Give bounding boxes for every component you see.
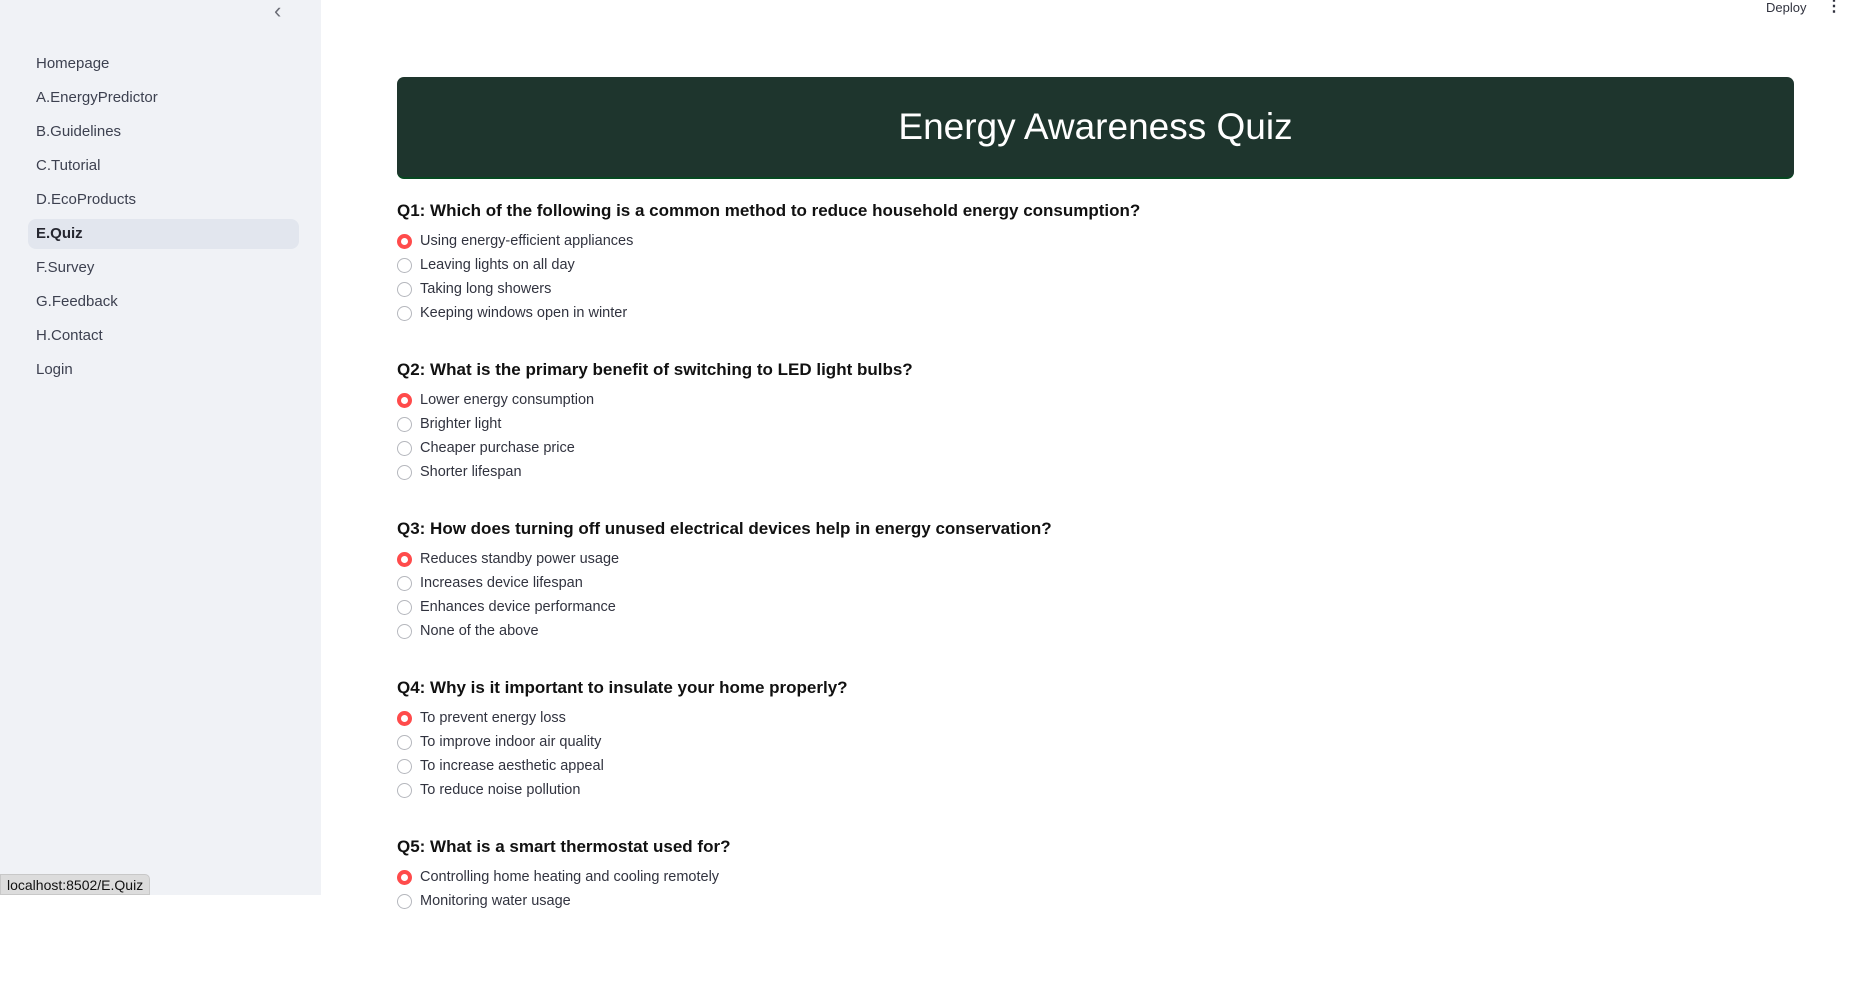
option-label: Cheaper purchase price <box>420 440 575 456</box>
option-label: Using energy-efficient appliances <box>420 233 634 249</box>
radio-option[interactable]: Cheaper purchase price <box>397 436 1794 460</box>
radio-unchecked-icon[interactable] <box>397 416 412 432</box>
radio-option[interactable]: Lower energy consumption <box>397 388 1794 412</box>
question-4: Q4: Why is it important to insulate your… <box>397 676 1794 835</box>
sidebar: ‹ Homepage A.EnergyPredictor B.Guidelines C… <box>0 0 321 895</box>
option-label: To reduce noise pollution <box>420 782 581 798</box>
sidebar-item-homepage[interactable]: Homepage <box>36 55 110 72</box>
quiz-header-banner: Energy Awareness Quiz <box>397 77 1794 179</box>
radio-checked-icon[interactable] <box>397 869 412 885</box>
radio-unchecked-icon[interactable] <box>397 257 412 273</box>
question-2: Q2: What is the primary benefit of switc… <box>397 358 1794 517</box>
sidebar-nav: Homepage A.EnergyPredictor B.Guidelines C.T… <box>28 49 299 389</box>
radio-option[interactable]: Reduces standby power usage <box>397 547 1794 571</box>
question-text: Q3: How does turning off unused electric… <box>397 519 1052 538</box>
sidebar-item-login[interactable]: Login <box>36 361 73 378</box>
option-label: Shorter lifespan <box>420 464 522 480</box>
option-label: Monitoring water usage <box>420 893 571 909</box>
option-label: None of the above <box>420 623 539 639</box>
quiz-questions: Q1: Which of the following is a common m… <box>397 199 1794 994</box>
radio-unchecked-icon[interactable] <box>397 734 412 750</box>
option-label: Taking long showers <box>420 281 552 297</box>
page-title: Energy Awareness Quiz <box>898 106 1293 147</box>
radio-checked-icon[interactable] <box>397 551 412 567</box>
sidebar-item-g-feedback[interactable]: G.Feedback <box>36 293 118 310</box>
option-label: Brighter light <box>420 416 502 432</box>
sidebar-item-d-ecoproducts[interactable]: D.EcoProducts <box>36 191 137 208</box>
radio-option[interactable]: To improve indoor air quality <box>397 730 1794 754</box>
radio-unchecked-icon[interactable] <box>397 782 412 798</box>
radio-unchecked-icon[interactable] <box>397 599 412 615</box>
radio-checked-icon[interactable] <box>397 392 412 408</box>
question-5: Q5: What is a smart thermostat used for?… <box>397 835 1794 994</box>
radio-option[interactable]: Controlling home heating and cooling rem… <box>397 865 1794 889</box>
sidebar-item-e-quiz[interactable]: E.Quiz <box>28 219 299 249</box>
status-bar-url: localhost:8502/E.Quiz <box>0 874 151 895</box>
radio-unchecked-icon[interactable] <box>397 464 412 480</box>
radio-option[interactable]: Increases device lifespan <box>397 571 1794 595</box>
option-label: Keeping windows open in winter <box>420 305 628 321</box>
radio-unchecked-icon[interactable] <box>397 281 412 297</box>
radio-option[interactable]: Using energy-efficient appliances <box>397 229 1794 253</box>
radio-unchecked-icon[interactable] <box>397 758 412 774</box>
radio-option[interactable]: Enhances device performance <box>397 595 1794 619</box>
deploy-button[interactable]: Deploy <box>1766 0 1807 15</box>
radio-option[interactable]: Keeping windows open in winter <box>397 301 1794 325</box>
radio-unchecked-icon[interactable] <box>397 623 412 639</box>
radio-checked-icon[interactable] <box>397 233 412 249</box>
radio-unchecked-icon[interactable] <box>397 575 412 591</box>
radio-unchecked-icon[interactable] <box>397 440 412 456</box>
radio-option[interactable]: To prevent energy loss <box>397 706 1794 730</box>
chevron-left-icon[interactable]: ‹ <box>274 0 282 23</box>
sidebar-item-f-survey[interactable]: F.Survey <box>36 259 95 276</box>
question-text: Q1: Which of the following is a common m… <box>397 201 1141 220</box>
option-label: To prevent energy loss <box>420 710 566 726</box>
sidebar-item-c-tutorial[interactable]: C.Tutorial <box>36 157 101 174</box>
option-label: Increases device lifespan <box>420 575 583 591</box>
sidebar-item-b-guidelines[interactable]: B.Guidelines <box>36 123 122 140</box>
radio-option[interactable]: Monitoring water usage <box>397 889 1794 913</box>
question-1: Q1: Which of the following is a common m… <box>397 199 1794 358</box>
question-text: Q4: Why is it important to insulate your… <box>397 678 848 697</box>
radio-option[interactable]: Taking long showers <box>397 277 1794 301</box>
radio-option[interactable]: Brighter light <box>397 412 1794 436</box>
question-text: Q5: What is a smart thermostat used for? <box>397 837 731 856</box>
radio-unchecked-icon[interactable] <box>397 305 412 321</box>
option-label: Lower energy consumption <box>420 392 595 408</box>
radio-option[interactable]: Shorter lifespan <box>397 460 1794 484</box>
radio-option[interactable]: To increase aesthetic appeal <box>397 754 1794 778</box>
sidebar-item-h-contact[interactable]: H.Contact <box>36 327 103 344</box>
radio-option[interactable]: Leaving lights on all day <box>397 253 1794 277</box>
option-label: Enhances device performance <box>420 599 616 615</box>
radio-option[interactable]: To reduce noise pollution <box>397 778 1794 802</box>
option-label: Controlling home heating and cooling rem… <box>420 869 720 885</box>
option-label: To increase aesthetic appeal <box>420 758 604 774</box>
question-text: Q2: What is the primary benefit of switc… <box>397 360 913 379</box>
question-3: Q3: How does turning off unused electric… <box>397 517 1794 676</box>
option-label: Leaving lights on all day <box>420 257 575 273</box>
option-label: To improve indoor air quality <box>420 734 602 750</box>
radio-checked-icon[interactable] <box>397 710 412 726</box>
option-label: Reduces standby power usage <box>420 551 620 567</box>
radio-option[interactable]: None of the above <box>397 619 1794 643</box>
sidebar-item-a-energypredictor[interactable]: A.EnergyPredictor <box>36 89 158 106</box>
radio-unchecked-icon[interactable] <box>397 893 412 909</box>
more-options-icon[interactable]: ⋮ <box>1826 0 1842 15</box>
